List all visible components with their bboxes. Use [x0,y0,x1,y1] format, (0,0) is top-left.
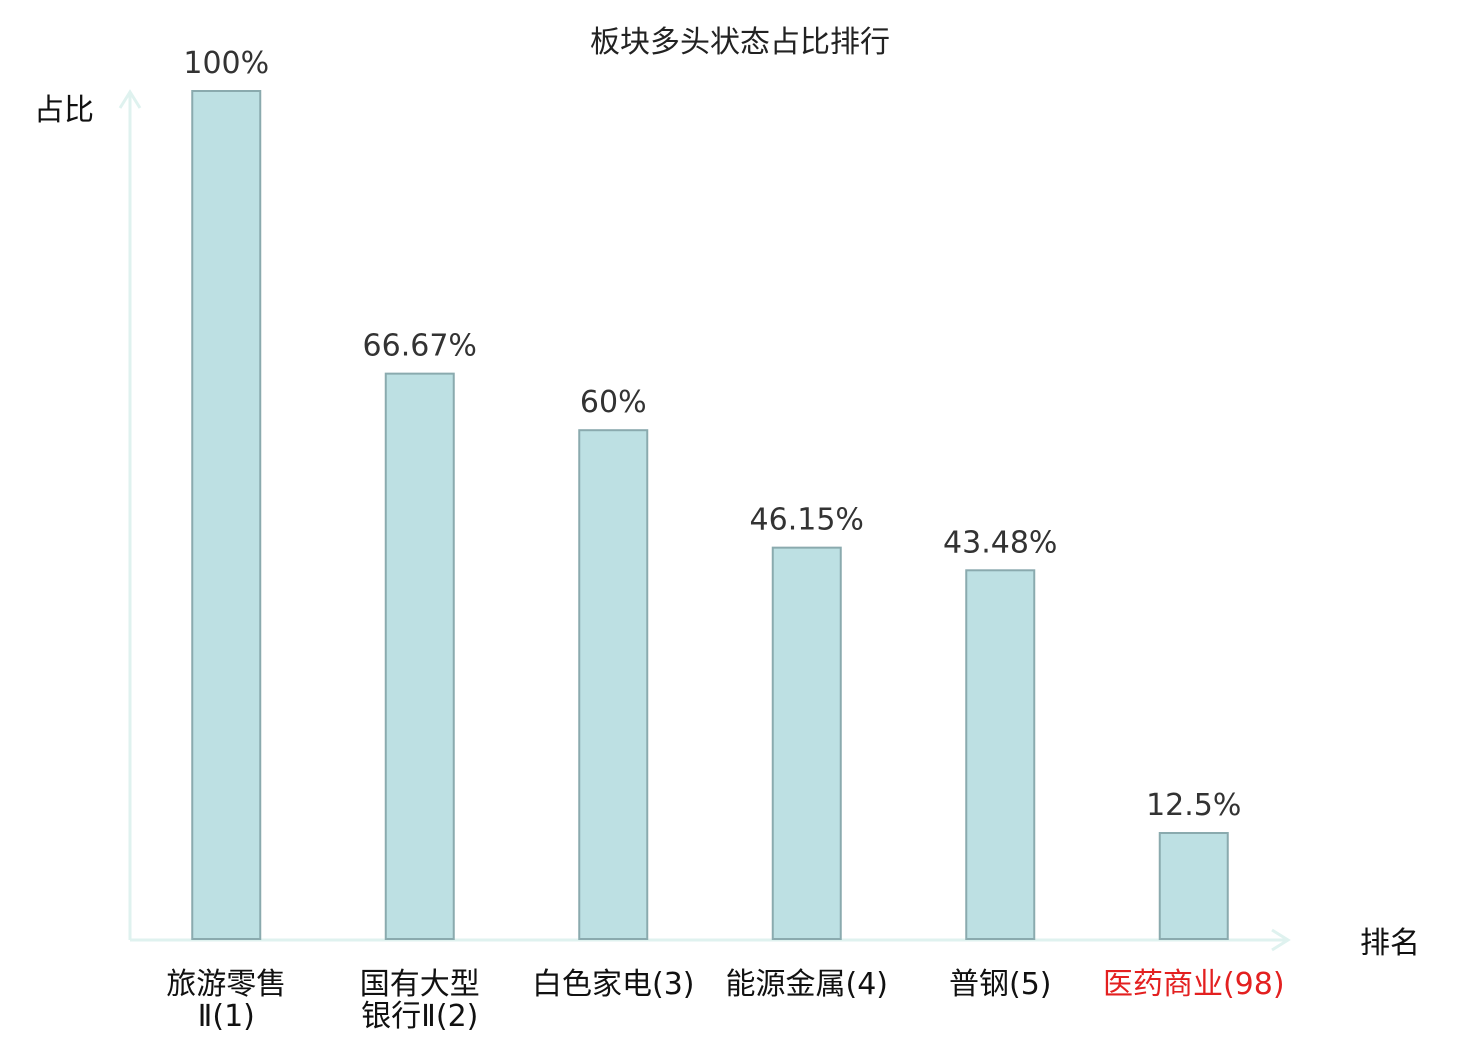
value-label-6: 12.5% [1146,788,1241,823]
value-label-2: 66.67% [363,329,477,364]
chart-title: 板块多头状态占比排行 [590,25,890,60]
category-label-5: 普钢(5) [949,967,1052,1002]
category-label-4: 能源金属(4) [726,967,889,1002]
category-label-6: 医药商业(98) [1103,967,1285,1002]
bar-4 [771,546,842,940]
bar-3 [578,429,649,940]
value-label-1: 100% [183,46,269,81]
x-axis [130,928,1291,952]
y-axis-label: 占比 [34,93,94,128]
y-axis [118,89,142,940]
value-label-4: 46.15% [750,503,864,538]
bars-group [191,90,1229,940]
value-label-5: 43.48% [943,525,1057,560]
bar-5 [965,569,1036,940]
category-label-3: 白色家电(3) [532,967,695,1002]
bar-6 [1158,832,1229,940]
bar-1 [191,90,262,940]
category-label-2: 国有大型银行Ⅱ(2) [360,967,480,1034]
bar-2 [384,372,455,940]
value-label-3: 60% [580,385,647,420]
value-labels-group: 100% 66.67% 60% 46.15% 43.48% 12.5% [183,46,1241,823]
x-axis-label: 排名 [1360,926,1420,961]
category-labels-group: 旅游零售 Ⅱ(1) 国有大型银行Ⅱ(2) 白色家电(3) 能源金属(4) 普钢(5) 医药商… [166,967,1284,1034]
category-label-1: 旅游零售 Ⅱ(1) [166,967,286,1034]
